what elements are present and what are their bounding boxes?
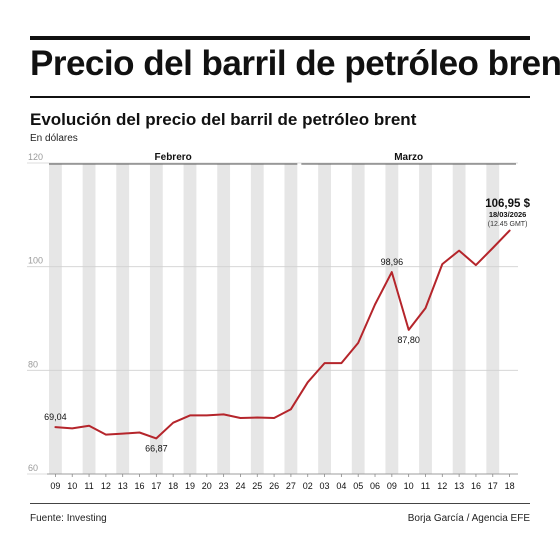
grid-band <box>351 163 365 474</box>
grid-band <box>419 163 432 474</box>
month-label: Marzo <box>394 152 423 163</box>
x-tick-label: 17 <box>488 481 498 491</box>
data-label: 66,87 <box>145 443 168 453</box>
last-value-time: (12.45 GMT) <box>488 221 528 228</box>
data-label: 69,04 <box>44 412 67 422</box>
x-tick-label: 12 <box>101 481 111 491</box>
x-tick-label: 16 <box>135 481 145 491</box>
y-tick-label: 100 <box>28 256 43 266</box>
author-credit: Borja García / Agencia EFE <box>407 513 530 524</box>
x-tick-label: 19 <box>185 481 195 491</box>
last-value-label: 106,95 $ <box>485 198 530 210</box>
x-tick-label: 09 <box>387 481 397 491</box>
x-tick-label: 09 <box>50 481 60 491</box>
grid-band <box>82 163 96 474</box>
month-label: Febrero <box>155 152 192 163</box>
x-tick-label: 18 <box>168 481 178 491</box>
y-tick-label: 120 <box>28 152 43 162</box>
grid-band <box>49 163 62 474</box>
chart-subtitle: Evolución del precio del barril de petró… <box>30 110 417 129</box>
data-label: 87,80 <box>397 335 420 345</box>
x-tick-label: 06 <box>370 481 380 491</box>
x-tick-label: 16 <box>471 481 481 491</box>
y-tick-label: 80 <box>28 359 38 369</box>
grid-band <box>284 163 298 474</box>
x-tick-label: 05 <box>353 481 363 491</box>
x-tick-label: 02 <box>303 481 313 491</box>
x-tick-label: 24 <box>235 481 245 491</box>
x-tick-label: 12 <box>437 481 447 491</box>
x-tick-label: 23 <box>219 481 229 491</box>
x-tick-label: 20 <box>202 481 212 491</box>
y-tick-label: 60 <box>28 463 38 473</box>
page-title: Precio del barril de petróleo brent <box>30 44 560 83</box>
grid-band <box>116 163 130 474</box>
price-line <box>54 229 511 440</box>
grid-band <box>217 163 231 474</box>
grid-band <box>183 163 197 474</box>
grid-band <box>250 163 264 474</box>
x-tick-label: 13 <box>454 481 464 491</box>
x-tick-label: 11 <box>421 481 430 491</box>
x-tick-label: 04 <box>336 481 346 491</box>
x-tick-label: 25 <box>252 481 262 491</box>
x-tick-label: 17 <box>151 481 161 491</box>
grid-band <box>149 163 163 474</box>
chart-units: En dólares <box>30 133 78 144</box>
grid-band <box>486 163 500 474</box>
footer-rule <box>30 503 530 504</box>
last-value-date: 18/03/2026 <box>489 210 527 219</box>
grid-band <box>452 163 466 474</box>
header-rule <box>30 36 530 40</box>
x-tick-label: 18 <box>505 481 515 491</box>
x-tick-label: 10 <box>404 481 414 491</box>
data-label: 98,96 <box>381 257 404 267</box>
x-tick-label: 26 <box>269 481 279 491</box>
x-tick-label: 11 <box>84 481 93 491</box>
x-tick-label: 13 <box>118 481 128 491</box>
x-tick-label: 03 <box>320 481 330 491</box>
x-tick-label: 27 <box>286 481 296 491</box>
title-divider <box>30 96 530 98</box>
grid-band <box>385 163 399 474</box>
x-tick-label: 10 <box>67 481 77 491</box>
grid-band <box>318 163 331 474</box>
source-credit: Fuente: Investing <box>30 513 107 524</box>
